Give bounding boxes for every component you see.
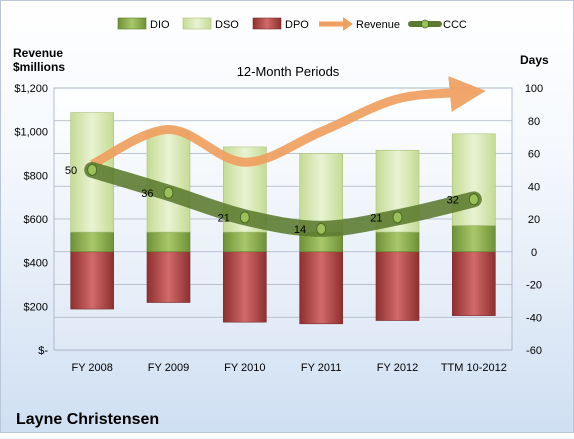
left-tick-label: $- xyxy=(38,345,48,357)
revenue-line xyxy=(90,76,486,169)
right-tick-label: 80 xyxy=(528,116,540,128)
dpo-bar xyxy=(223,251,267,323)
legend-label: DIO xyxy=(150,19,170,31)
ccc-point xyxy=(392,211,403,224)
left-tick-label: $400 xyxy=(24,258,48,270)
ccc-series: 50 36 21 14 21 32 xyxy=(65,161,482,237)
dpo-bar xyxy=(70,251,114,310)
legend-item: Revenue xyxy=(319,17,400,31)
right-axis-title: Days xyxy=(520,53,549,67)
left-axis-ticks: $- $200 $400 $600 $800 $1,000 $1,200 xyxy=(14,83,48,357)
ccc-point xyxy=(87,163,98,176)
x-tick-label: TTM 10-2012 xyxy=(441,362,507,374)
chart-title: 12-Month Periods xyxy=(237,64,340,79)
dpo-bar xyxy=(375,251,420,321)
legend-item: CCC xyxy=(408,19,467,31)
right-tick-label: 20 xyxy=(528,214,540,226)
legend-swatch-arrowhead xyxy=(343,17,353,31)
dso-bar xyxy=(452,133,496,226)
right-axis-ticks: -60 -40 -20 0 20 40 60 80 100 xyxy=(525,83,543,357)
dio-bar xyxy=(146,231,191,253)
ccc-point xyxy=(316,222,327,235)
ccc-line xyxy=(84,161,482,237)
left-tick-label: $200 xyxy=(24,301,48,313)
right-tick-label: -60 xyxy=(526,345,542,357)
dpo-bar xyxy=(146,251,191,303)
x-tick-label: FY 2008 xyxy=(71,362,112,374)
ccc-data-label: 21 xyxy=(370,212,382,224)
x-tick-label: FY 2011 xyxy=(301,362,342,374)
right-tick-label: -40 xyxy=(526,312,542,324)
legend-label: CCC xyxy=(443,19,467,31)
dpo-bar xyxy=(452,251,496,316)
right-tick-label: 40 xyxy=(528,181,540,193)
right-tick-label: 100 xyxy=(525,83,543,95)
ccc-data-label: 36 xyxy=(141,188,153,200)
ccc-data-label: 32 xyxy=(447,194,459,206)
legend-label: DSO xyxy=(215,19,239,31)
dio-bar xyxy=(452,225,496,253)
left-tick-label: $1,000 xyxy=(14,127,48,139)
legend-item: DIO xyxy=(117,17,170,31)
left-tick-label: $800 xyxy=(24,170,48,182)
revenue-series xyxy=(90,76,486,169)
legend-swatch xyxy=(117,17,147,30)
dio-bar xyxy=(375,231,420,253)
dio-bar xyxy=(223,231,267,253)
x-axis-ticks: FY 2008 FY 2009 FY 2010 FY 2011 FY 2012 TTM 1… xyxy=(71,362,506,374)
right-tick-label: 0 xyxy=(531,247,537,259)
legend: DIO DSO DPO Revenue CCC xyxy=(117,17,467,31)
ccc-point xyxy=(239,211,250,224)
dio-bar xyxy=(70,231,114,253)
ccc-point xyxy=(468,193,479,206)
dpo-bar xyxy=(299,251,343,325)
x-tick-label: FY 2012 xyxy=(377,362,418,374)
x-tick-label: FY 2010 xyxy=(224,362,265,374)
right-tick-label: 60 xyxy=(528,149,540,161)
right-tick-label: -20 xyxy=(526,280,542,292)
legend-label: Revenue xyxy=(356,19,400,31)
legend-label: DPO xyxy=(285,19,309,31)
company-name: Layne Christensen xyxy=(16,411,159,428)
legend-swatch-marker xyxy=(421,19,429,29)
left-axis-title-line2: $millions xyxy=(13,60,65,74)
left-tick-label: $600 xyxy=(24,214,48,226)
legend-item: DPO xyxy=(252,17,309,31)
ccc-data-label: 50 xyxy=(65,165,77,177)
left-axis-title-line1: Revenue xyxy=(13,46,63,60)
legend-item: DSO xyxy=(182,17,239,31)
legend-swatch xyxy=(182,17,212,30)
legend-swatch xyxy=(252,17,282,30)
left-tick-label: $1,200 xyxy=(14,83,48,95)
ccc-data-label: 21 xyxy=(218,212,230,224)
dso-bar xyxy=(299,153,343,233)
ccc-point xyxy=(163,186,174,199)
ccc-data-label: 14 xyxy=(294,224,306,236)
x-tick-label: FY 2009 xyxy=(148,362,189,374)
